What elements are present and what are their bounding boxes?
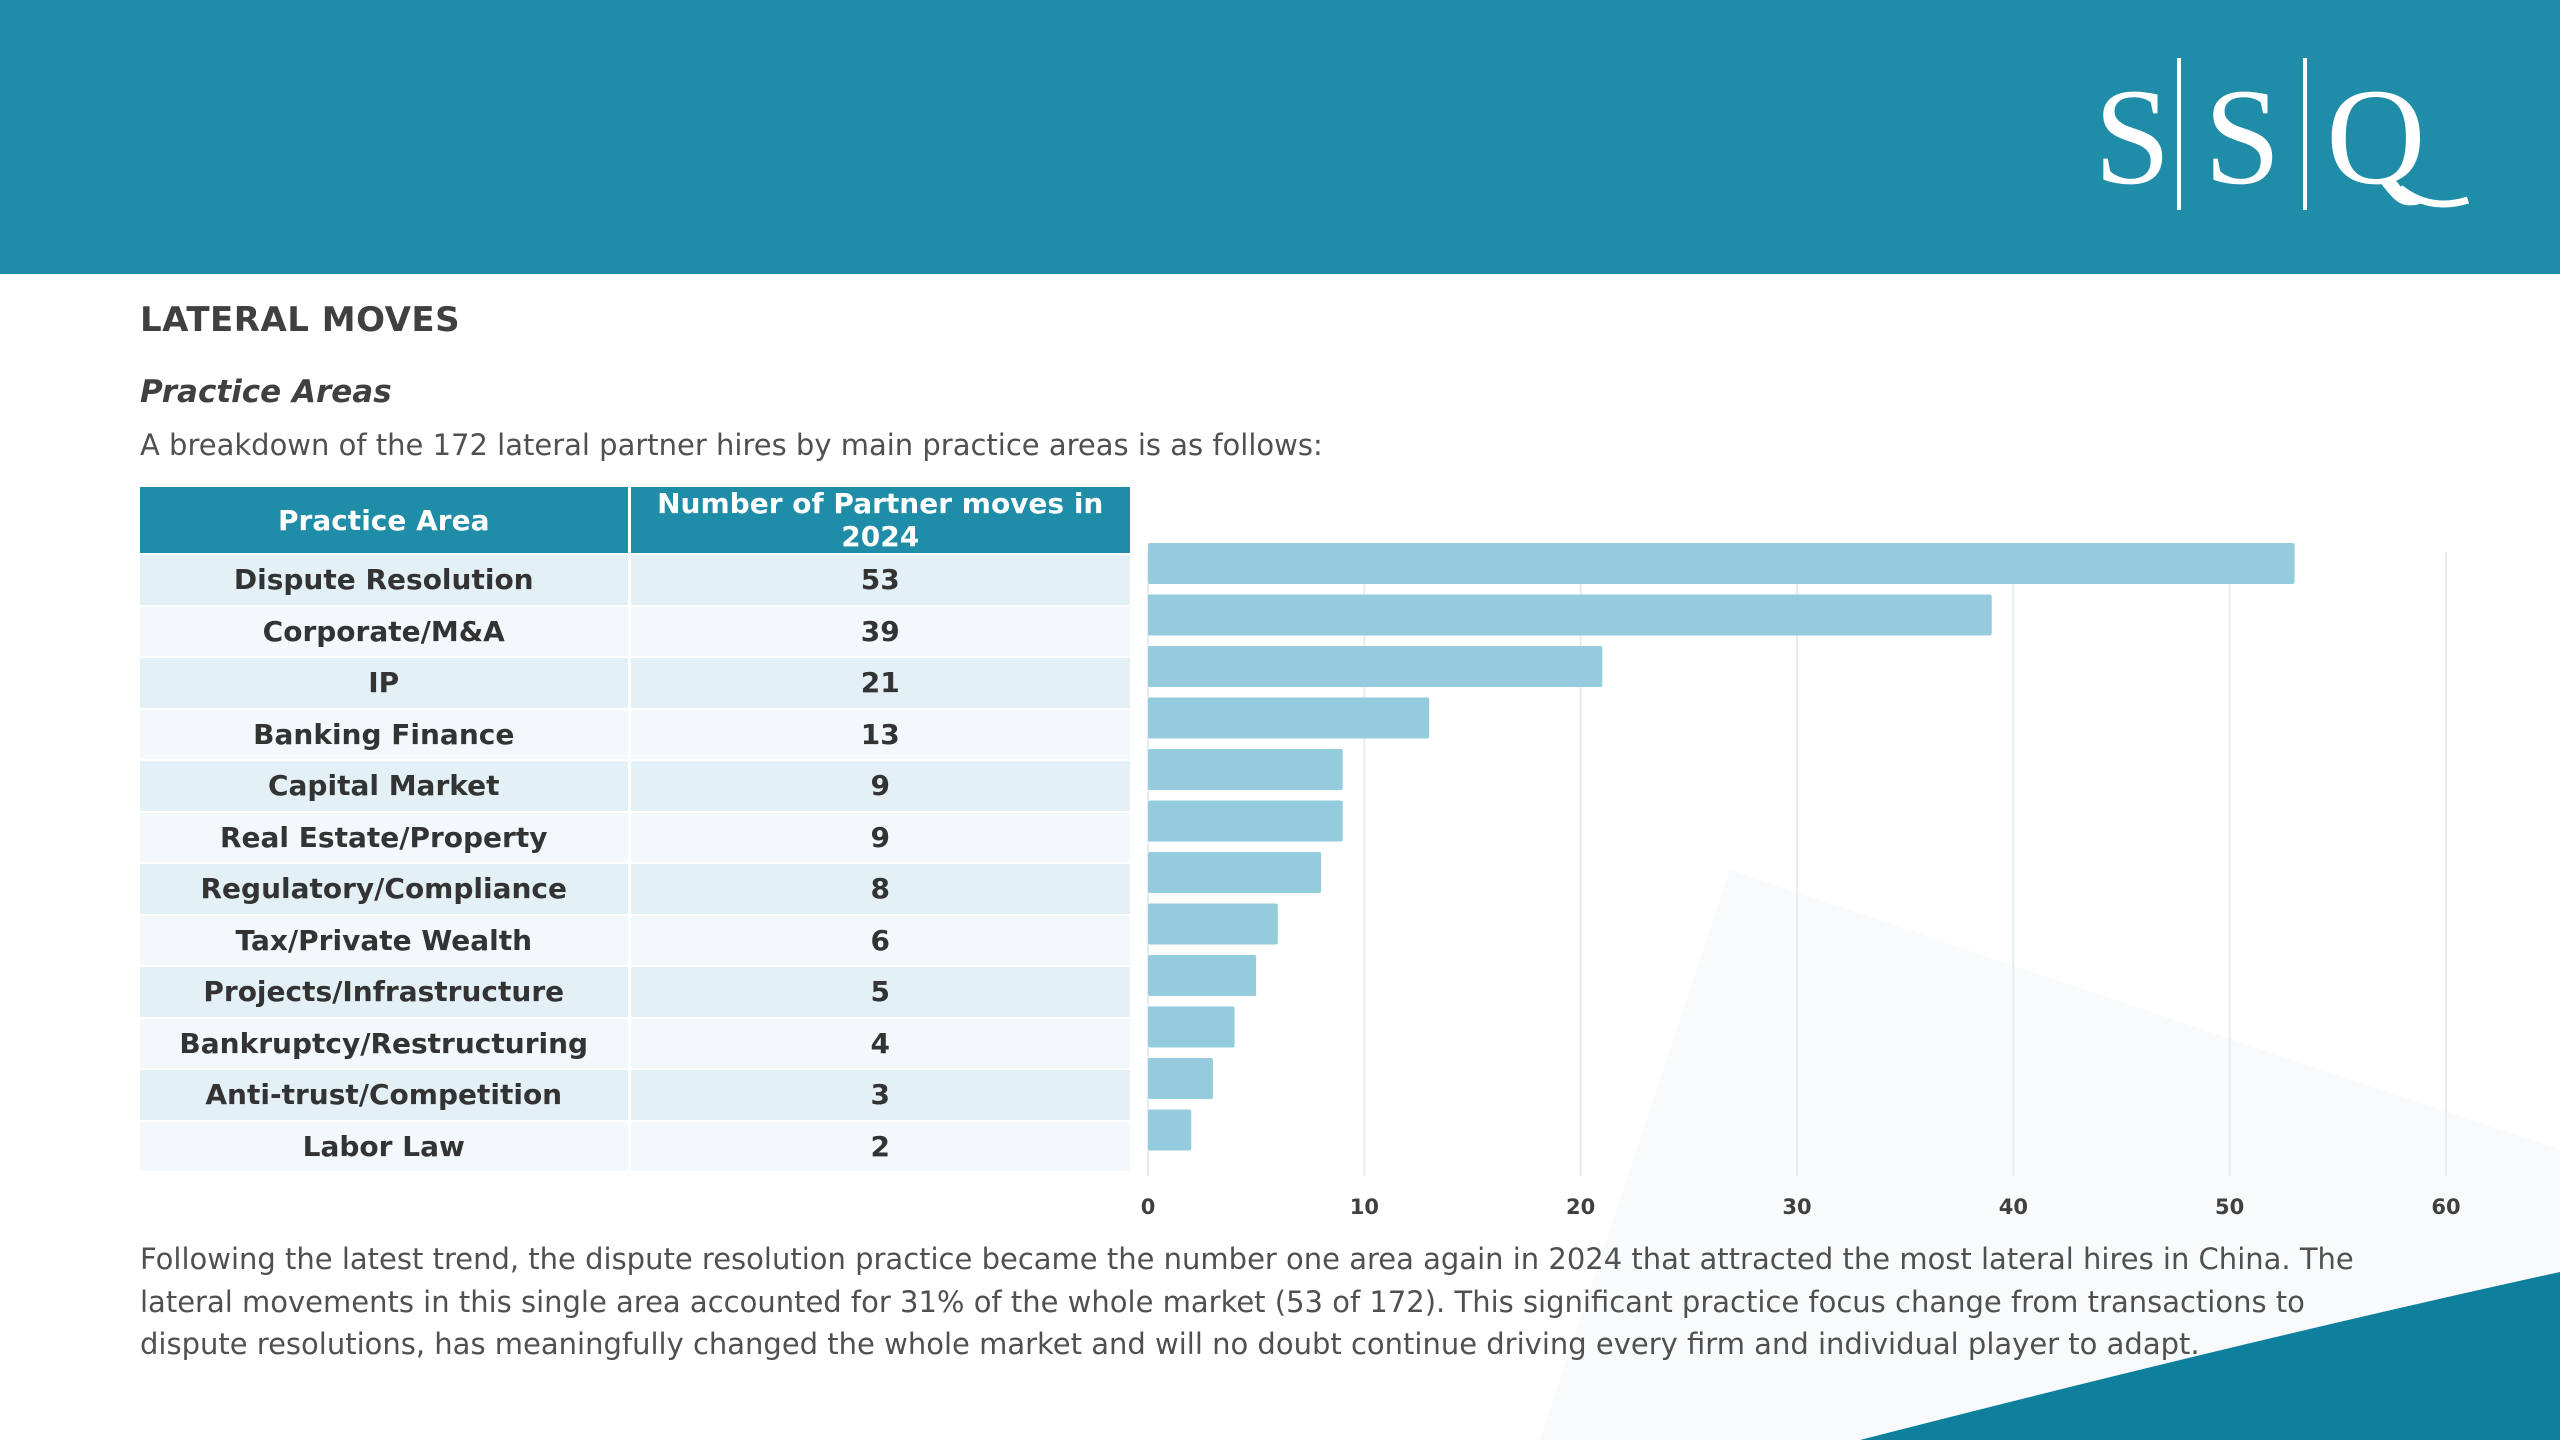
- moves-count-cell: 4: [629, 1016, 1130, 1069]
- page-title: LATERAL MOVES: [140, 300, 461, 340]
- practice-area-cell: Labor Law: [140, 1119, 631, 1171]
- svg-text:S: S: [2204, 60, 2281, 213]
- x-tick-label: 0: [1141, 1195, 1156, 1219]
- x-tick-label: 20: [1566, 1195, 1595, 1219]
- moves-count-cell: 9: [629, 759, 1130, 812]
- table-row: Capital Market 9: [140, 759, 1130, 812]
- table-row: Labor Law 2: [140, 1119, 1130, 1171]
- table-row: Banking Finance 13: [140, 707, 1130, 760]
- bar: [1148, 1109, 1192, 1151]
- table-row: Bankruptcy/Restructuring 4: [140, 1016, 1130, 1069]
- table-row: Tax/Private Wealth 6: [140, 913, 1130, 966]
- moves-count-cell: 5: [629, 965, 1130, 1018]
- svg-text:Q: Q: [2326, 60, 2426, 213]
- practice-area-cell: Banking Finance: [140, 707, 631, 760]
- bar: [1148, 903, 1278, 945]
- header-banner: S S Q: [0, 0, 2560, 274]
- moves-count-cell: 2: [629, 1119, 1130, 1171]
- bar: [1148, 749, 1343, 790]
- table-row: Corporate/M&A 39: [140, 604, 1130, 657]
- intro-text: A breakdown of the 172 lateral partner h…: [140, 428, 1323, 462]
- partner-moves-bar-chart: 0 10 20 30 40 50 60: [1141, 543, 2461, 1219]
- moves-count-cell: 9: [629, 810, 1130, 863]
- practice-area-table: Practice Area Number of Partner moves in…: [140, 487, 1130, 1171]
- table-header-row: Practice Area Number of Partner moves in…: [140, 487, 1130, 554]
- practice-area-cell: Anti-trust/Competition: [140, 1068, 631, 1121]
- practice-area-cell: Dispute Resolution: [140, 553, 631, 606]
- column-header-practice-area: Practice Area: [140, 487, 631, 554]
- bar: [1148, 1058, 1213, 1099]
- moves-count-cell: 39: [629, 604, 1130, 657]
- practice-area-cell: Regulatory/Compliance: [140, 862, 631, 915]
- svg-text:S: S: [2094, 60, 2171, 213]
- bar: [1148, 800, 1343, 842]
- bar: [1148, 1006, 1235, 1048]
- bar: [1148, 594, 1992, 636]
- table-row: Projects/Infrastructure 5: [140, 965, 1130, 1018]
- table-row: Dispute Resolution 53: [140, 553, 1130, 606]
- column-header-partner-moves: Number of Partner moves in 2024: [629, 487, 1130, 554]
- table-row: Real Estate/Property 9: [140, 810, 1130, 863]
- table-row: Anti-trust/Competition 3: [140, 1068, 1130, 1121]
- x-tick-label: 60: [2431, 1195, 2460, 1219]
- moves-count-cell: 3: [629, 1068, 1130, 1121]
- x-tick-label: 40: [1999, 1195, 2028, 1219]
- moves-count-cell: 8: [629, 862, 1130, 915]
- moves-count-cell: 53: [629, 553, 1130, 606]
- practice-area-cell: Projects/Infrastructure: [140, 965, 631, 1018]
- bar: [1148, 955, 1257, 996]
- x-tick-label: 10: [1350, 1195, 1379, 1219]
- bar: [1148, 697, 1430, 739]
- x-tick-label: 30: [1782, 1195, 1811, 1219]
- bar: [1148, 543, 2295, 584]
- table-row: Regulatory/Compliance 8: [140, 862, 1130, 915]
- practice-area-cell: Bankruptcy/Restructuring: [140, 1016, 631, 1069]
- practice-area-cell: Capital Market: [140, 759, 631, 812]
- practice-area-cell: Tax/Private Wealth: [140, 913, 631, 966]
- conclusion-paragraph: Following the latest trend, the dispute …: [140, 1242, 2354, 1361]
- moves-count-cell: 13: [629, 707, 1130, 760]
- moves-count-cell: 6: [629, 913, 1130, 966]
- ssq-logo: S S Q: [2094, 58, 2470, 213]
- table-row: IP 21: [140, 656, 1130, 709]
- section-subtitle: Practice Areas: [140, 374, 392, 410]
- moves-count-cell: 21: [629, 656, 1130, 709]
- practice-area-cell: Corporate/M&A: [140, 604, 631, 657]
- practice-area-cell: IP: [140, 656, 631, 709]
- bar: [1148, 646, 1603, 687]
- practice-area-cell: Real Estate/Property: [140, 810, 631, 863]
- x-tick-label: 50: [2215, 1195, 2244, 1219]
- bar: [1148, 852, 1322, 893]
